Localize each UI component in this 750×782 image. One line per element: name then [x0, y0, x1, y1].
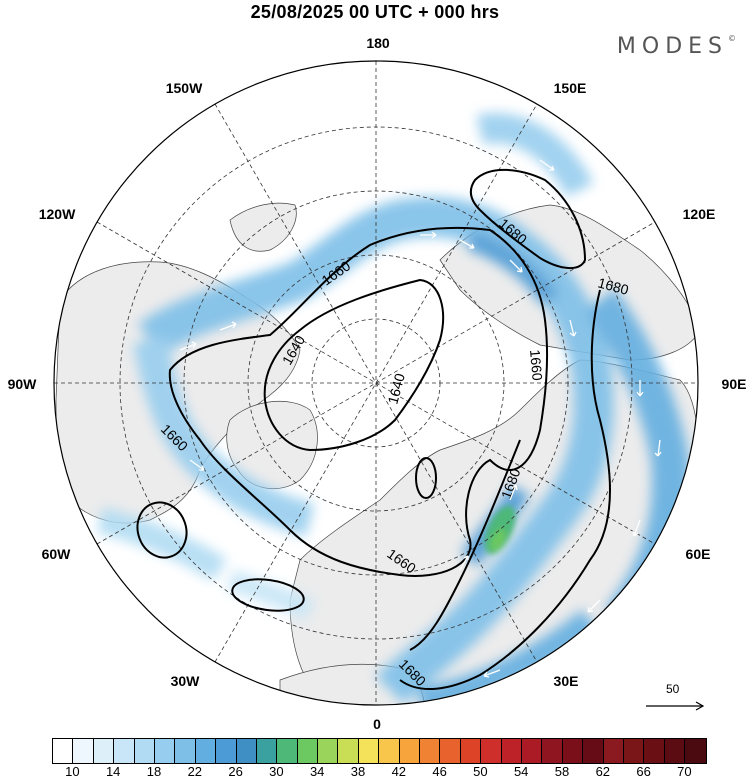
colorbar-tick-label: 26 — [228, 764, 243, 779]
lon-label-180: 180 — [366, 35, 390, 51]
colorbar-tick-label: 46 — [432, 764, 447, 779]
colorbar-tick-label: 34 — [309, 764, 325, 779]
colorbar-cell — [358, 739, 380, 763]
reference-vector-label: 50 — [666, 682, 680, 696]
colorbar-cell — [256, 739, 278, 763]
contour-1680-inner — [409, 439, 521, 651]
lon-label-150w: 150W — [165, 80, 203, 96]
colorbar-tick-label: 58 — [554, 764, 570, 779]
map-disc: 1660 1640 1640 1660 1660 1680 1680 1660 … — [54, 61, 698, 705]
colorbar-cell — [399, 739, 421, 763]
colorbar-cell — [277, 739, 298, 763]
contour-label: 1640 — [384, 371, 408, 405]
jet-maximum — [484, 505, 516, 555]
colorbar-cell — [73, 739, 94, 763]
lon-label-120e: 120E — [682, 206, 716, 222]
colorbar-cell — [644, 739, 665, 763]
contour-1640 — [263, 278, 445, 452]
colorbar-cell — [583, 739, 604, 763]
colorbar-tick-label: 14 — [105, 764, 121, 779]
colorbar-cell — [297, 739, 319, 763]
colorbar-cell — [379, 739, 400, 763]
colorbar — [52, 738, 707, 764]
colorbar-cell — [134, 739, 155, 763]
colorbar-tick-label: 38 — [350, 764, 366, 779]
lon-label-30w: 30W — [170, 673, 200, 689]
colorbar-cell — [664, 739, 686, 763]
colorbar-labels: 10 14 18 22 26 30 34 38 42 46 50 54 58 62 66 70 — [52, 764, 702, 782]
colorbar-cell — [562, 739, 584, 763]
colorbar-cell — [521, 739, 543, 763]
lon-label-90w: 90W — [7, 376, 37, 392]
map-title: 25/08/2025 00 UTC + 000 hrs — [250, 2, 500, 22]
colorbar-cell — [175, 739, 196, 763]
colorbar-tick-label: 50 — [473, 764, 488, 779]
contour-1660 — [168, 226, 549, 577]
colorbar-cell — [481, 739, 502, 763]
wind-vectors — [179, 159, 662, 678]
colorbar-cell — [53, 739, 74, 763]
closed-low-europe — [231, 578, 305, 612]
greenland-land — [226, 400, 318, 489]
closed-low-scandinavia — [415, 457, 437, 499]
colorbar-cell — [501, 739, 522, 763]
colorbar-cell — [236, 739, 257, 763]
lon-label-150e: 150E — [553, 80, 587, 96]
colorbar-tick-label: 22 — [187, 764, 203, 779]
colorbar-cell — [318, 739, 339, 763]
graticule — [54, 61, 698, 705]
height-contours — [136, 168, 611, 691]
contour-1680-east — [399, 289, 611, 691]
lon-label-90e: 90E — [721, 376, 747, 392]
colorbar-cell — [685, 739, 706, 763]
polar-map: 1660 1640 1640 1660 1660 1680 1680 1660 … — [53, 60, 699, 706]
colorbar-cell — [114, 739, 135, 763]
colorbar-tick-label: 10 — [65, 764, 80, 779]
contour-label: 1680 — [596, 274, 630, 298]
colorbar-cell — [154, 739, 176, 763]
colorbar-tick-label: 66 — [636, 764, 651, 779]
colorbar-cell — [93, 739, 115, 763]
colorbar-tick-label: 30 — [269, 764, 284, 779]
colorbar-cell — [542, 739, 563, 763]
closed-low-atlantic — [136, 501, 188, 559]
colorbar-cell — [216, 739, 237, 763]
reference-arrow-icon — [646, 701, 705, 711]
contour-label: 1660 — [527, 349, 546, 382]
map-border — [53, 60, 699, 706]
colorbar-tick-label: 18 — [146, 764, 162, 779]
lon-label-0: 0 — [373, 716, 381, 732]
alaska-land — [229, 202, 297, 252]
contour-1680-north — [469, 168, 587, 269]
colorbar-tick-label: 42 — [391, 764, 407, 779]
colorbar-cell — [440, 739, 461, 763]
lon-label-60e: 60E — [685, 546, 711, 562]
colorbar-tick-label: 54 — [513, 764, 529, 779]
colorbar-cell — [603, 739, 624, 763]
reference-vector: 50 — [640, 680, 710, 720]
colorbar-cell — [338, 739, 359, 763]
lon-label-30e: 30E — [553, 673, 579, 689]
colorbar-cell — [623, 739, 645, 763]
colorbar-cell — [195, 739, 217, 763]
colorbar-cell — [460, 739, 482, 763]
colorbar-tick-label: 70 — [677, 764, 692, 779]
lon-label-60w: 60W — [41, 546, 71, 562]
colorbar-tick-label: 62 — [595, 764, 611, 779]
colorbar-cell — [420, 739, 441, 763]
lon-label-120w: 120W — [38, 206, 76, 222]
brand-logo: MODES© — [616, 34, 736, 59]
